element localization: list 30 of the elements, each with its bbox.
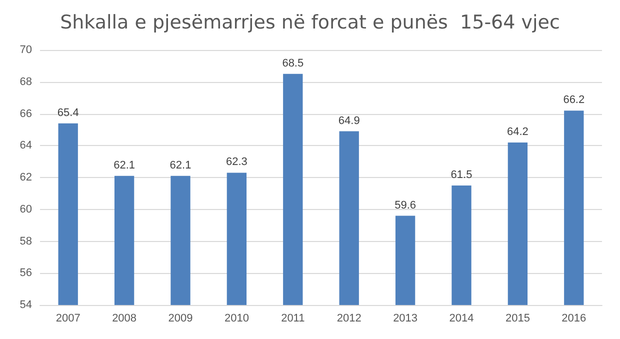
x-tick-label: 2012: [336, 312, 362, 324]
y-tick-label: 62: [20, 172, 32, 184]
x-tick-label: 2015: [505, 312, 530, 324]
x-tick-label: 2009: [168, 312, 193, 324]
y-tick-label: 54: [20, 299, 32, 311]
x-tick-label: 2013: [393, 312, 418, 324]
data-label: 62.1: [114, 159, 136, 172]
y-tick-label: 66: [20, 108, 32, 120]
y-tick-label: 56: [20, 267, 32, 280]
chart-title: Shkalla e pjesëmarrjes në forcat e punës 15-64 vjec: [60, 12, 560, 34]
data-label: 62.1: [170, 159, 192, 172]
data-label: 62.3: [226, 156, 248, 168]
y-tick-label: 70: [20, 44, 32, 56]
data-label: 59.6: [394, 199, 416, 212]
x-tick-label: 2007: [56, 312, 80, 324]
data-label: 66.2: [563, 94, 585, 106]
y-tick-label: 58: [20, 235, 32, 248]
x-tick-label: 2016: [562, 312, 586, 324]
y-tick-label: 64: [20, 140, 32, 152]
data-label: 61.5: [450, 168, 472, 181]
x-tick-label: 2010: [224, 312, 249, 324]
data-label: 65.4: [57, 106, 79, 119]
y-tick-label: 68: [20, 76, 32, 88]
x-tick-label: 2008: [112, 312, 137, 324]
data-label: 64.9: [338, 114, 360, 127]
data-label: 68.5: [282, 57, 304, 70]
data-label: 64.2: [506, 126, 528, 138]
y-tick-label: 60: [20, 203, 32, 216]
x-tick-label: 2011: [281, 312, 305, 324]
x-tick-label: 2014: [449, 312, 474, 324]
